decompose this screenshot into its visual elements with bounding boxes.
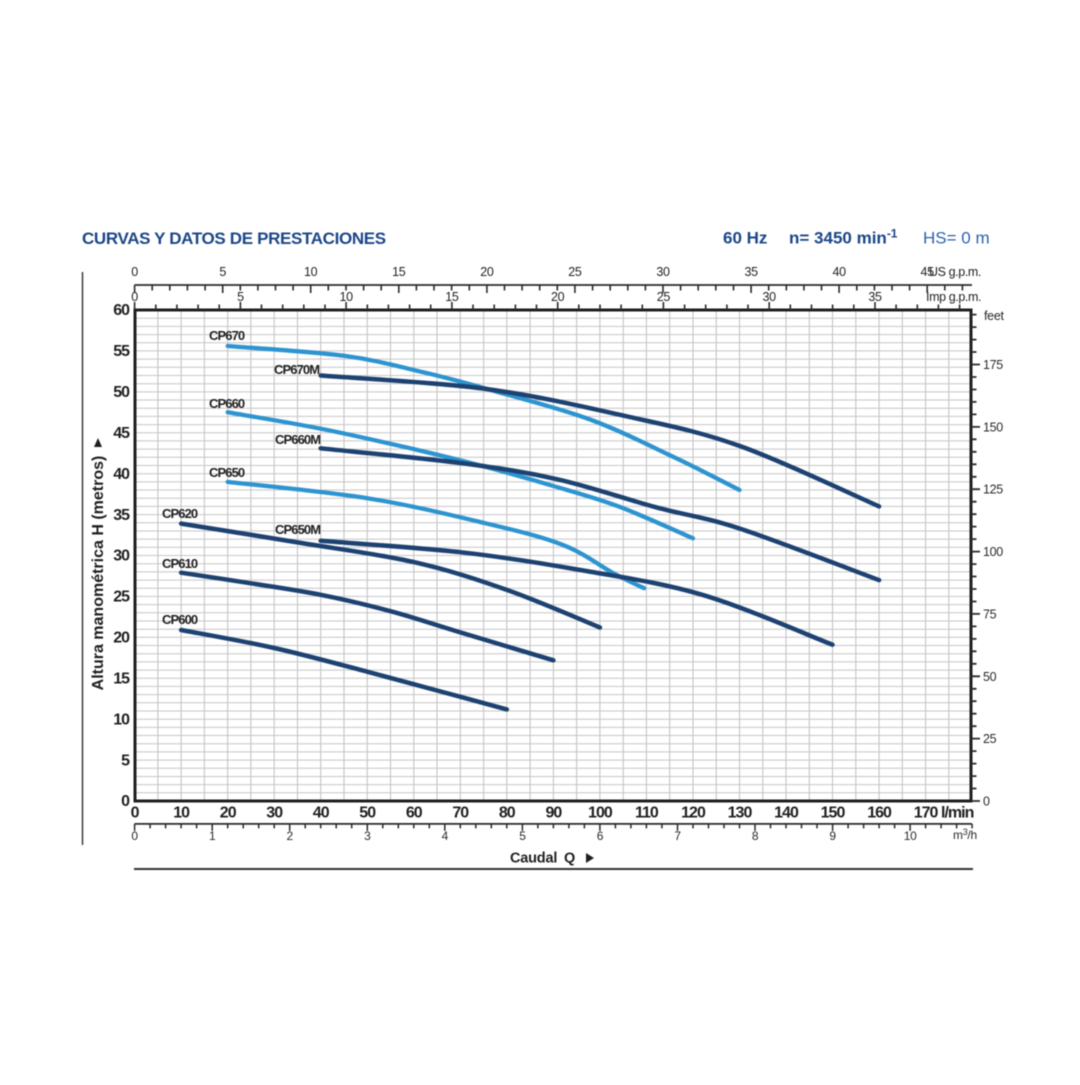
svg-text:4: 4: [442, 829, 449, 843]
svg-text:55: 55: [113, 343, 130, 360]
svg-text:60: 60: [406, 805, 423, 822]
svg-text:20: 20: [113, 630, 130, 647]
svg-text:50: 50: [983, 670, 997, 684]
svg-text:feet: feet: [984, 309, 1004, 323]
svg-text:CP600: CP600: [162, 612, 198, 627]
svg-text:9: 9: [829, 829, 836, 843]
svg-text:n= 3450 min-1: n= 3450 min-1: [789, 227, 898, 248]
svg-text:10: 10: [113, 711, 130, 728]
svg-text:100: 100: [983, 545, 1003, 559]
svg-text:170: 170: [914, 805, 939, 822]
svg-text:5: 5: [121, 752, 130, 769]
svg-text:30: 30: [113, 548, 130, 565]
svg-text:10: 10: [339, 290, 353, 304]
svg-text:130: 130: [728, 805, 753, 822]
svg-text:0: 0: [131, 290, 138, 304]
svg-text:1: 1: [209, 829, 216, 843]
svg-text:CP610: CP610: [162, 556, 198, 571]
svg-text:CURVAS Y DATOS DE PRESTACIONES: CURVAS Y DATOS DE PRESTACIONES: [82, 229, 386, 248]
svg-text:5: 5: [237, 290, 244, 304]
svg-text:70: 70: [452, 805, 469, 822]
svg-text:40: 40: [313, 805, 330, 822]
svg-text:l/min: l/min: [941, 805, 974, 822]
svg-text:35: 35: [868, 290, 882, 304]
svg-text:5: 5: [519, 829, 526, 843]
svg-text:160: 160: [867, 805, 892, 822]
svg-text:30: 30: [656, 265, 670, 279]
svg-text:CP620: CP620: [162, 506, 198, 521]
svg-text:25: 25: [113, 589, 130, 606]
svg-text:60: 60: [113, 302, 130, 319]
svg-text:Altura manométrica H (metros): Altura manométrica H (metros): [90, 456, 107, 691]
svg-text:10: 10: [904, 829, 917, 843]
svg-text:90: 90: [546, 805, 563, 822]
svg-text:Imp g.p.m.: Imp g.p.m.: [926, 290, 981, 304]
svg-text:120: 120: [681, 805, 706, 822]
svg-text:m3/h: m3/h: [953, 827, 977, 842]
svg-text:0: 0: [131, 829, 138, 843]
svg-text:20: 20: [551, 290, 565, 304]
svg-text:25: 25: [657, 290, 671, 304]
svg-text:175: 175: [983, 358, 1003, 372]
svg-text:140: 140: [774, 805, 799, 822]
svg-text:US g.p.m.: US g.p.m.: [929, 265, 981, 279]
svg-text:CP650M: CP650M: [275, 522, 320, 537]
svg-text:110: 110: [635, 805, 659, 822]
svg-text:8: 8: [752, 829, 759, 843]
svg-text:Q: Q: [564, 851, 575, 867]
svg-text:CP670: CP670: [209, 328, 245, 343]
svg-text:CP650: CP650: [209, 465, 245, 480]
svg-text:10: 10: [304, 265, 318, 279]
svg-text:CP670M: CP670M: [274, 362, 319, 377]
svg-text:50: 50: [359, 805, 376, 822]
svg-text:Caudal: Caudal: [510, 851, 557, 867]
svg-text:3: 3: [364, 829, 371, 843]
svg-text:6: 6: [597, 829, 604, 843]
svg-text:5: 5: [219, 265, 226, 279]
svg-text:150: 150: [983, 420, 1003, 434]
svg-text:20: 20: [480, 265, 494, 279]
svg-text:0: 0: [131, 805, 140, 822]
svg-text:45: 45: [921, 265, 935, 279]
svg-text:0: 0: [121, 793, 130, 810]
svg-text:40: 40: [113, 466, 130, 483]
svg-text:15: 15: [113, 671, 130, 688]
svg-text:150: 150: [821, 805, 846, 822]
svg-text:75: 75: [983, 607, 997, 621]
svg-text:125: 125: [983, 483, 1003, 497]
svg-text:0: 0: [131, 265, 138, 279]
svg-text:10: 10: [173, 805, 190, 822]
svg-text:50: 50: [113, 384, 130, 401]
svg-text:15: 15: [445, 290, 459, 304]
svg-text:80: 80: [499, 805, 516, 822]
svg-text:35: 35: [744, 265, 758, 279]
svg-text:45: 45: [113, 425, 130, 442]
svg-text:30: 30: [266, 805, 283, 822]
svg-text:60 Hz: 60 Hz: [723, 229, 767, 248]
svg-text:HS= 0 m: HS= 0 m: [923, 229, 990, 248]
svg-text:2: 2: [287, 829, 294, 843]
svg-text:100: 100: [588, 805, 613, 822]
svg-text:25: 25: [568, 265, 582, 279]
svg-text:40: 40: [832, 265, 846, 279]
svg-text:CP660: CP660: [209, 396, 245, 411]
svg-text:0: 0: [983, 795, 990, 809]
svg-text:35: 35: [113, 507, 130, 524]
svg-text:30: 30: [763, 290, 777, 304]
svg-text:20: 20: [220, 805, 237, 822]
svg-text:15: 15: [392, 265, 406, 279]
svg-text:CP660M: CP660M: [275, 432, 320, 447]
svg-text:25: 25: [983, 732, 997, 746]
svg-text:7: 7: [674, 829, 681, 843]
